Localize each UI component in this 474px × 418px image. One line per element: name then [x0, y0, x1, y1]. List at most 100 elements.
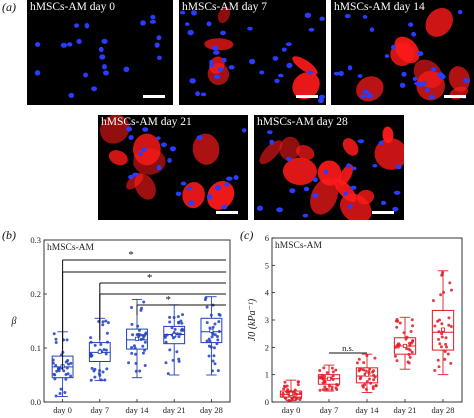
data-point [212, 346, 216, 350]
data-point [93, 367, 97, 371]
nucleus [369, 27, 375, 32]
data-point [283, 380, 287, 384]
nucleus [308, 27, 315, 32]
data-point [334, 368, 338, 372]
nucleus [101, 63, 107, 70]
x-tick-label: day 14 [126, 405, 150, 415]
data-point [130, 305, 134, 309]
data-point [357, 357, 361, 361]
nucleus [187, 29, 194, 36]
nucleus [395, 164, 402, 170]
y-tick-label: 1 [265, 370, 269, 380]
nucleus [138, 151, 143, 157]
data-point [298, 398, 302, 402]
nucleus [319, 16, 325, 21]
data-point [361, 385, 365, 389]
actin-cell [374, 138, 404, 170]
data-point [330, 385, 334, 389]
data-point [444, 342, 448, 346]
nucleus [220, 30, 227, 36]
data-point [410, 350, 414, 354]
data-point [295, 396, 299, 400]
data-point [437, 365, 441, 369]
nucleus [161, 142, 167, 148]
nucleus [350, 185, 357, 190]
actin-cell [282, 157, 317, 186]
data-point [371, 385, 375, 389]
actin-cell [394, 36, 420, 64]
micrograph-title: hMSCs-AM day 14 [334, 1, 425, 13]
significance-label: * [128, 249, 134, 261]
scale-bar [143, 95, 165, 98]
actin-cell [132, 133, 161, 166]
data-point [101, 370, 105, 374]
nucleus [196, 135, 203, 141]
data-point [62, 369, 66, 373]
data-point [446, 352, 450, 356]
actin-cell [279, 136, 301, 161]
nucleus [362, 14, 368, 19]
data-point [170, 326, 174, 330]
chart-title: hMSCs-AM [275, 241, 323, 251]
nucleus [195, 91, 200, 97]
data-point [213, 322, 217, 326]
data-point [168, 320, 172, 324]
data-point [173, 327, 177, 331]
data-point [449, 324, 453, 328]
actin-cell [342, 138, 359, 156]
actin-cell [310, 178, 339, 215]
micrograph-cells [179, 6, 326, 104]
data-point [216, 369, 220, 373]
micrograph-day-28: hMSCs-AM day 28 [254, 115, 404, 220]
nucleus [272, 56, 279, 61]
actin-cell [425, 7, 453, 37]
data-point [175, 350, 179, 354]
data-point [407, 361, 411, 365]
data-point [141, 336, 145, 340]
nucleus [378, 140, 384, 146]
actin-cell [334, 178, 357, 203]
data-point [141, 333, 145, 337]
data-point [443, 350, 447, 354]
data-point [93, 343, 97, 347]
x-tick-label: day 21 [394, 405, 417, 415]
nucleus [200, 92, 207, 97]
micrograph-cells [100, 115, 247, 210]
nucleus [225, 176, 233, 181]
data-point [211, 332, 215, 336]
data-point [358, 377, 362, 381]
data-point [318, 368, 322, 372]
nucleus [140, 20, 146, 26]
nucleus [414, 81, 420, 86]
data-point [438, 318, 442, 322]
actin-cell [356, 189, 375, 205]
data-point [89, 378, 93, 382]
y-axis-label: J0 (kPa⁻¹) [247, 298, 258, 341]
data-point [444, 336, 448, 340]
data-point [131, 333, 135, 337]
data-point [285, 384, 289, 388]
actin-cell [192, 133, 220, 165]
nucleus [391, 44, 396, 50]
data-point [168, 315, 172, 319]
data-point [59, 387, 63, 391]
data-point [409, 330, 413, 334]
data-point [323, 385, 327, 389]
nucleus [249, 58, 256, 65]
nucleus [344, 14, 351, 19]
nucleus [256, 205, 264, 211]
data-point [137, 328, 141, 332]
data-point [449, 361, 453, 365]
data-point [101, 320, 105, 324]
data-point [52, 332, 56, 336]
significance-label: n.s. [342, 343, 354, 353]
data-point [93, 375, 97, 379]
data-point [164, 340, 168, 344]
panel-label-b: (b) [2, 228, 16, 242]
data-point [66, 362, 70, 366]
significance-label: * [147, 272, 153, 284]
micrograph-cells [333, 7, 470, 102]
data-point [203, 298, 207, 302]
micrograph-day-7: hMSCs-AM day 7 [179, 0, 326, 105]
data-point [66, 358, 70, 362]
